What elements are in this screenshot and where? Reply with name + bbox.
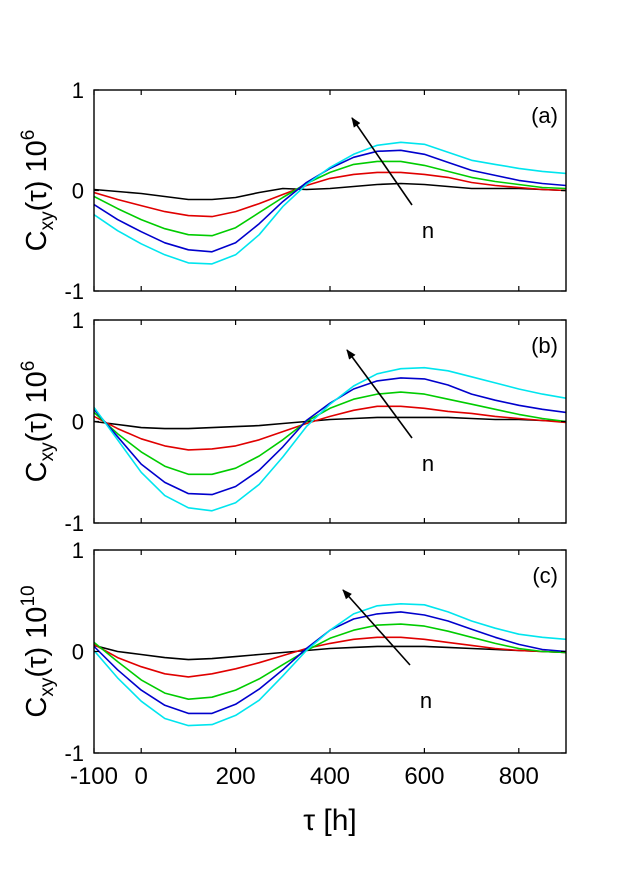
y-axis-label: Cxy(τ) 1010 (18, 585, 58, 717)
x-tick-label: 800 (499, 763, 539, 790)
series-line-n1 (94, 182, 566, 201)
series-line-n5 (94, 141, 566, 265)
series-line-n4 (94, 149, 566, 253)
x-tick-label: 400 (310, 763, 350, 790)
series-line-n2 (94, 405, 566, 451)
panel-label: (b) (531, 333, 558, 358)
y-tick-label: 0 (72, 410, 84, 435)
y-label-part-4: 6 (18, 130, 39, 141)
series-group (94, 602, 566, 727)
series-line-n4 (94, 377, 566, 496)
y-tick-label: 0 (72, 179, 84, 204)
x-tick-label: -100 (70, 763, 118, 790)
series-line-n5 (94, 602, 566, 727)
panel-a: -1 0 1 (a) Cxy(τ) 106 n (18, 78, 567, 304)
y-label-part-0: C (21, 461, 53, 482)
y-axis-label: Cxy(τ) 106 (18, 361, 58, 483)
x-tick-label: 600 (404, 763, 444, 790)
series-line-n1 (94, 644, 566, 661)
y-label-part-2: (τ) (21, 647, 53, 678)
y-label-part-0: C (21, 697, 53, 718)
y-label-part-2: (τ) (21, 412, 53, 443)
increase-arrow (346, 349, 413, 439)
x-tick-label: 0 (135, 763, 148, 790)
y-tick-label: -1 (64, 279, 84, 304)
arrow-annotation: n (420, 688, 432, 713)
series-line-n3 (94, 623, 566, 701)
y-label-part-3: 10 (21, 371, 53, 411)
plot-frame (93, 89, 567, 292)
y-label-part-3: 10 (21, 607, 53, 647)
plot-frame (93, 549, 567, 754)
series-group (94, 141, 566, 265)
plot-frame (93, 319, 567, 524)
y-label-part-0: C (21, 230, 53, 251)
y-label-part-4: 6 (18, 361, 39, 372)
y-tick-label: 0 (72, 640, 84, 665)
y-label-part-1: xy (37, 677, 58, 697)
arrow-annotation: n (422, 451, 434, 476)
panel-label: (c) (532, 563, 558, 588)
arrow-annotation: n (422, 218, 434, 243)
panel-c: -100 0 200 400 600 800 -1 0 1 (c) Cxy(τ) 1010 n (18, 538, 567, 790)
series-line-n3 (94, 391, 566, 476)
series-line-n2 (94, 171, 566, 218)
y-label-part-4: 10 (18, 585, 39, 606)
series-line-n1 (94, 416, 566, 430)
panel-b: -1 0 1 (b) Cxy(τ) 106 n (18, 308, 567, 536)
y-tick-label: 1 (72, 538, 84, 563)
y-axis-label: Cxy(τ) 106 (18, 130, 58, 252)
y-label-part-1: xy (37, 442, 58, 462)
series-line-n2 (94, 636, 566, 678)
series-line-n4 (94, 611, 566, 715)
y-tick-label: 1 (72, 308, 84, 333)
series-group (94, 366, 566, 512)
y-label-part-2: (τ) (21, 181, 53, 212)
increase-arrow (342, 589, 411, 666)
increase-arrow (351, 117, 413, 206)
series-line-n3 (94, 160, 566, 237)
x-axis-label: τ [h] (303, 804, 357, 837)
series-line-n5 (94, 366, 566, 512)
y-label-part-3: 10 (21, 140, 53, 180)
y-tick-label: 1 (72, 78, 84, 103)
panel-label: (a) (531, 103, 558, 128)
y-tick-label: -1 (64, 511, 84, 536)
y-label-part-1: xy (37, 211, 58, 231)
x-tick-label: 200 (216, 763, 256, 790)
y-tick-label: -1 (64, 741, 84, 766)
